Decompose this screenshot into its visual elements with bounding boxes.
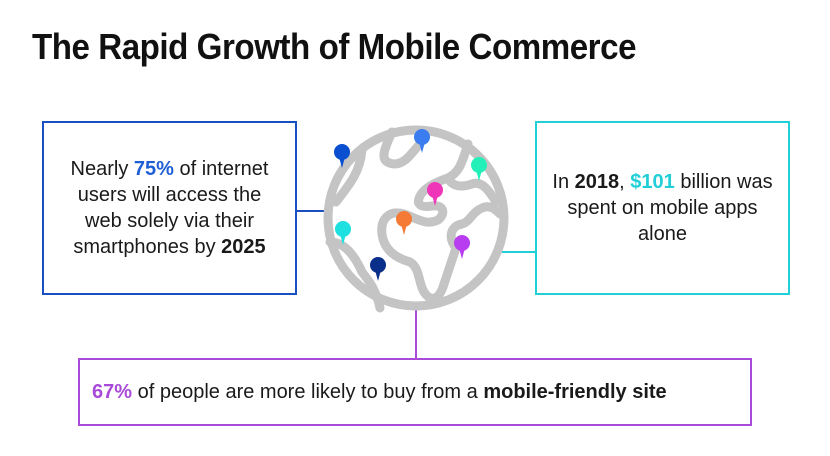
map-pin-icon bbox=[396, 211, 412, 235]
connector-right bbox=[500, 251, 535, 253]
stat-highlight-101: $101 bbox=[630, 171, 675, 193]
map-pin-icon bbox=[471, 157, 487, 181]
map-pin-icon bbox=[334, 144, 350, 168]
stat-box-app-spending: In 2018, $101 billion was spent on mobil… bbox=[535, 121, 790, 295]
globe-icon bbox=[323, 125, 509, 313]
text: of internet users will access the web so… bbox=[73, 158, 269, 258]
map-pin-icon bbox=[335, 221, 351, 245]
text: , bbox=[619, 171, 631, 193]
stat-highlight-75: 75% bbox=[133, 158, 174, 180]
stat-year-2025: 2025 bbox=[221, 236, 266, 258]
connector-bottom bbox=[415, 305, 417, 358]
stat-year-2018: 2018 bbox=[574, 171, 620, 193]
stat-box-internet-users: Nearly 75% of internet users will access… bbox=[42, 121, 297, 295]
map-pin-icon bbox=[414, 129, 430, 153]
stat-text: Nearly 75% of internet users will access… bbox=[44, 156, 295, 260]
stat-text: In 2018, $101 billion was spent on mobil… bbox=[537, 169, 788, 247]
map-pin-icon bbox=[370, 257, 386, 281]
stat-box-mobile-friendly: 67% of people are more likely to buy fro… bbox=[78, 358, 752, 426]
stat-highlight-67: 67% bbox=[92, 381, 133, 403]
stat-bold-mobile-friendly: mobile-friendly site bbox=[483, 381, 667, 403]
text: In bbox=[552, 171, 575, 193]
map-pin-icon bbox=[427, 182, 443, 206]
stat-text: 67% of people are more likely to buy fro… bbox=[92, 379, 667, 405]
text: Nearly bbox=[70, 158, 134, 180]
text: of people are more likely to buy from a bbox=[132, 381, 484, 403]
map-pin-icon bbox=[454, 235, 470, 259]
page-title: The Rapid Growth of Mobile Commerce bbox=[32, 26, 637, 67]
text: billion was spent on mobile apps alone bbox=[567, 171, 773, 245]
connector-left bbox=[297, 210, 331, 212]
